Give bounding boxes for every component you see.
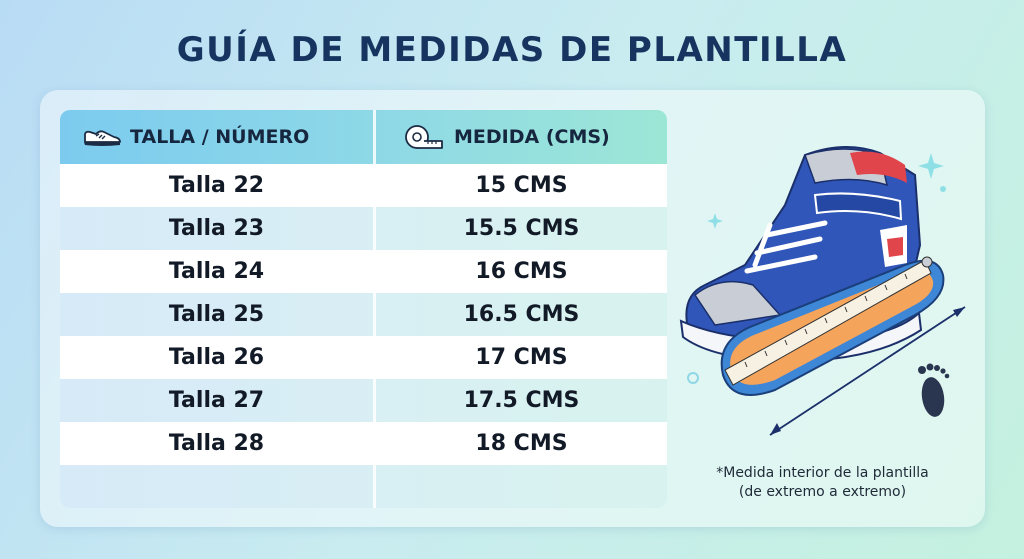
page-title: GUÍA DE MEDIDAS DE PLANTILLA	[176, 30, 848, 70]
insole-ruler-icon	[720, 256, 966, 436]
size-cell: Talla 28	[168, 431, 265, 456]
size-cell: Talla 26	[168, 345, 265, 370]
footnote: *Medida interior de la plantilla (de ext…	[680, 464, 965, 502]
table-row-empty	[60, 465, 667, 508]
shoe-insole-illustration	[679, 145, 966, 436]
measure-cell: 17.5 CMS	[463, 388, 580, 413]
size-cell: Talla 24	[168, 259, 265, 284]
size-cell	[60, 465, 373, 508]
table-row: Talla 22 15 CMS	[60, 164, 667, 207]
header-size-label: TALLA / NÚMERO	[130, 126, 310, 148]
measure-cell	[376, 465, 667, 508]
column-divider	[373, 110, 376, 508]
size-cell: Talla 25	[168, 302, 265, 327]
sparkle-icon	[687, 153, 946, 384]
measure-cell: 17 CMS	[475, 345, 568, 370]
measure-cell: 16 CMS	[475, 259, 568, 284]
table-row: Talla 28 18 CMS	[60, 422, 667, 465]
table-row: Talla 24 16 CMS	[60, 250, 667, 293]
footnote-line-2: (de extremo a extremo)	[738, 484, 907, 500]
measure-cell: 15.5 CMS	[463, 216, 580, 241]
footnote-line-1: *Medida interior de la plantilla	[716, 465, 929, 481]
header-measure-label: MEDIDA (CMS)	[454, 126, 610, 148]
measure-cell: 15 CMS	[475, 173, 568, 198]
measure-cell: 16.5 CMS	[463, 302, 580, 327]
size-cell: Talla 22	[168, 173, 265, 198]
sneaker-icon	[84, 130, 121, 146]
table-body: Talla 22 15 CMS Talla 23 15.5 CMS Talla …	[60, 164, 667, 508]
footprint-icon	[918, 363, 950, 417]
table-row: Talla 27 17.5 CMS	[60, 379, 667, 422]
size-table: TALLA / NÚMERO MEDIDA (CMS) Talla 22 15 …	[60, 110, 667, 508]
header-size: TALLA / NÚMERO	[82, 110, 309, 164]
table-row: Talla 23 15.5 CMS	[60, 207, 667, 250]
table-header: TALLA / NÚMERO MEDIDA (CMS)	[60, 110, 667, 164]
size-cell: Talla 27	[168, 388, 265, 413]
table-row: Talla 26 17 CMS	[60, 336, 667, 379]
measure-cell: 18 CMS	[475, 431, 568, 456]
measuring-tape-icon	[405, 125, 443, 149]
table-row: Talla 25 16.5 CMS	[60, 293, 667, 336]
size-cell: Talla 23	[168, 216, 265, 241]
header-measure: MEDIDA (CMS)	[402, 110, 610, 164]
